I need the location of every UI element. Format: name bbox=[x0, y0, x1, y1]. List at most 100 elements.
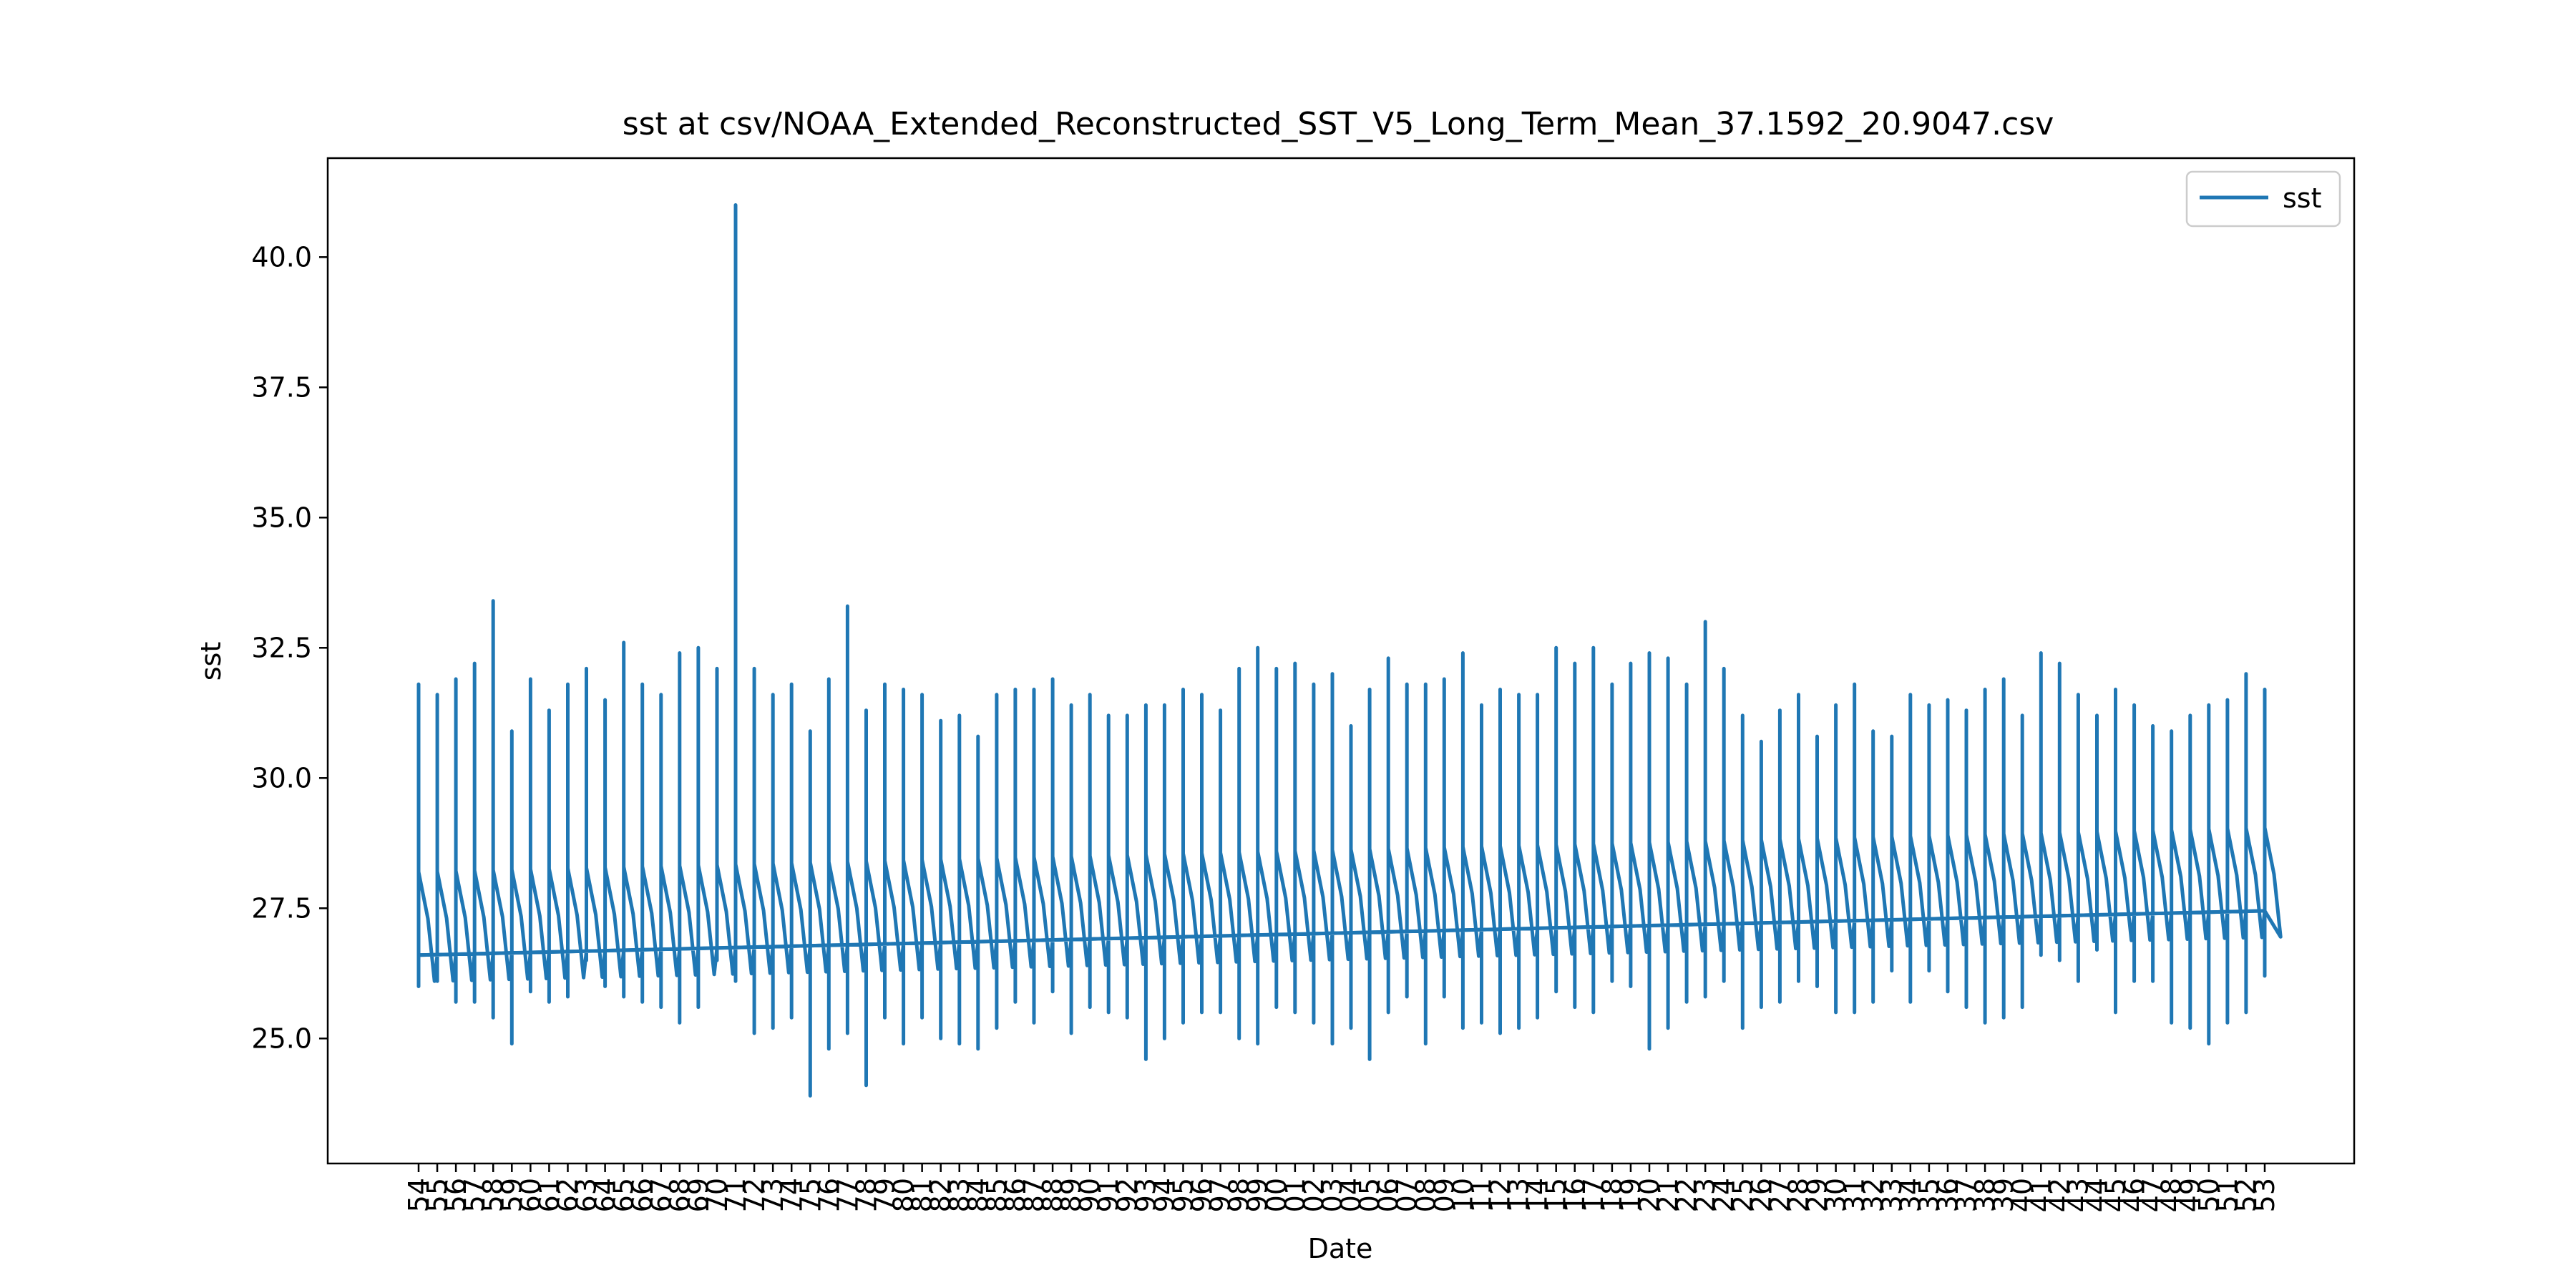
x-tick-label: 45 bbox=[2100, 1178, 2132, 1212]
chart-title: sst at csv/NOAA_Extended_Reconstructed_S… bbox=[623, 106, 2054, 142]
x-tick-label: 94 bbox=[1148, 1178, 1180, 1212]
x-tick-label: 34 bbox=[1895, 1178, 1926, 1212]
x-tick-label: 99 bbox=[1242, 1178, 1274, 1212]
x-tick-label: 69 bbox=[683, 1178, 714, 1212]
x-tick-label: 13 bbox=[1503, 1178, 1535, 1212]
x-tick-label: 28 bbox=[1782, 1178, 1814, 1212]
x-tick-label: 83 bbox=[944, 1178, 975, 1212]
plot-area bbox=[416, 203, 2283, 1098]
x-tick-label: 17 bbox=[1578, 1178, 1609, 1212]
x-tick-label: 86 bbox=[1000, 1178, 1031, 1212]
x-tick-label: 21 bbox=[1652, 1178, 1684, 1212]
x-tick-label: 43 bbox=[2062, 1178, 2094, 1212]
x-tick-label: 70 bbox=[701, 1178, 733, 1212]
x-tick-label: 82 bbox=[925, 1178, 957, 1212]
x-tick-label: 41 bbox=[2025, 1178, 2057, 1212]
x-tick-label: 32 bbox=[1858, 1178, 1889, 1212]
x-tick-label: 20 bbox=[1634, 1178, 1665, 1212]
x-tick-label: 12 bbox=[1485, 1178, 1516, 1212]
x-tick-label: 49 bbox=[2175, 1178, 2206, 1212]
x-tick-label: 90 bbox=[1074, 1178, 1106, 1212]
x-tick-label: 35 bbox=[1913, 1178, 1945, 1212]
x-tick-label: 42 bbox=[2044, 1178, 2075, 1212]
x-tick-label: 24 bbox=[1708, 1178, 1740, 1212]
x-tick-label: 85 bbox=[981, 1178, 1013, 1212]
x-axis-label: Date bbox=[1308, 1233, 1373, 1264]
x-tick-label: 33 bbox=[1876, 1178, 1908, 1212]
x-tick-label: 39 bbox=[1988, 1178, 2019, 1212]
x-tick-label: 79 bbox=[869, 1178, 901, 1212]
x-tick-label: 56 bbox=[440, 1178, 472, 1212]
x-tick-label: 18 bbox=[1596, 1178, 1628, 1212]
x-tick-label: 63 bbox=[571, 1178, 602, 1212]
x-tick-label: 40 bbox=[2006, 1178, 2038, 1212]
x-tick-label: 37 bbox=[1951, 1178, 1982, 1212]
x-tick-label: 31 bbox=[1839, 1178, 1870, 1212]
x-tick-label: 65 bbox=[608, 1178, 640, 1212]
x-tick-label: 16 bbox=[1559, 1178, 1591, 1212]
x-tick-label: 48 bbox=[2156, 1178, 2187, 1212]
x-tick-label: 25 bbox=[1727, 1178, 1758, 1212]
x-tick-label: 30 bbox=[1820, 1178, 1852, 1212]
x-tick-label: 97 bbox=[1205, 1178, 1236, 1212]
x-tick-label: 15 bbox=[1541, 1178, 1572, 1212]
x-tick-label: 02 bbox=[1298, 1178, 1330, 1212]
x-tick-label: 03 bbox=[1317, 1178, 1348, 1212]
x-tick-label: 91 bbox=[1093, 1178, 1124, 1212]
y-tick-label: 25.0 bbox=[251, 1023, 312, 1054]
legend-label-sst: sst bbox=[2283, 182, 2322, 214]
x-tick-label: 05 bbox=[1354, 1178, 1385, 1212]
x-tick-label: 22 bbox=[1671, 1178, 1702, 1212]
x-tick-label: 08 bbox=[1410, 1178, 1441, 1212]
x-tick-label: 66 bbox=[627, 1178, 658, 1212]
y-tick-label: 40.0 bbox=[251, 241, 312, 273]
y-tick-label: 27.5 bbox=[251, 892, 312, 924]
plot-frame bbox=[326, 157, 2356, 1165]
x-tick-label: 51 bbox=[2212, 1178, 2243, 1212]
x-tick-label: 77 bbox=[831, 1178, 863, 1212]
legend: sst bbox=[2185, 170, 2341, 228]
x-tick-label: 75 bbox=[794, 1178, 826, 1212]
x-tick-label: 67 bbox=[645, 1178, 677, 1212]
x-tick-label: 88 bbox=[1037, 1178, 1068, 1212]
x-tick-label: 72 bbox=[738, 1178, 770, 1212]
x-tick-label: 62 bbox=[552, 1178, 583, 1212]
x-tick-label: 81 bbox=[907, 1178, 938, 1212]
x-tick-label: 87 bbox=[1018, 1178, 1050, 1212]
x-tick-label: 71 bbox=[720, 1178, 751, 1212]
x-tick-label: 04 bbox=[1335, 1178, 1367, 1212]
x-tick-label: 80 bbox=[888, 1178, 919, 1212]
x-tick-label: 53 bbox=[2249, 1178, 2280, 1212]
x-tick-label: 00 bbox=[1261, 1178, 1292, 1212]
x-axis: 5455565758596061626364656667686970717273… bbox=[403, 1163, 2280, 1212]
x-tick-label: 68 bbox=[664, 1178, 696, 1212]
x-tick-label: 93 bbox=[1130, 1178, 1161, 1212]
x-tick-label: 55 bbox=[421, 1178, 453, 1212]
x-tick-label: 10 bbox=[1447, 1178, 1478, 1212]
x-tick-label: 09 bbox=[1428, 1178, 1460, 1212]
x-tick-label: 84 bbox=[962, 1178, 994, 1212]
x-tick-label: 59 bbox=[496, 1178, 527, 1212]
x-tick-label: 38 bbox=[1969, 1178, 2001, 1212]
x-tick-label: 74 bbox=[776, 1178, 807, 1212]
x-tick-label: 78 bbox=[850, 1178, 882, 1212]
y-axis-label: sst bbox=[195, 642, 227, 681]
y-tick-label: 32.5 bbox=[251, 632, 312, 663]
x-tick-label: 58 bbox=[477, 1178, 509, 1212]
x-tick-label: 47 bbox=[2137, 1178, 2169, 1212]
y-tick-label: 30.0 bbox=[251, 762, 312, 794]
y-tick-label: 37.5 bbox=[251, 371, 312, 403]
x-tick-label: 98 bbox=[1224, 1178, 1255, 1212]
x-tick-label: 60 bbox=[514, 1178, 546, 1212]
x-tick-label: 54 bbox=[403, 1178, 434, 1212]
x-tick-label: 07 bbox=[1391, 1178, 1423, 1212]
x-tick-label: 95 bbox=[1167, 1178, 1199, 1212]
x-tick-label: 11 bbox=[1465, 1178, 1497, 1212]
x-tick-label: 19 bbox=[1615, 1178, 1646, 1212]
x-tick-label: 61 bbox=[533, 1178, 565, 1212]
x-tick-label: 14 bbox=[1522, 1178, 1553, 1212]
x-tick-label: 57 bbox=[459, 1178, 490, 1212]
x-tick-label: 50 bbox=[2193, 1178, 2225, 1212]
